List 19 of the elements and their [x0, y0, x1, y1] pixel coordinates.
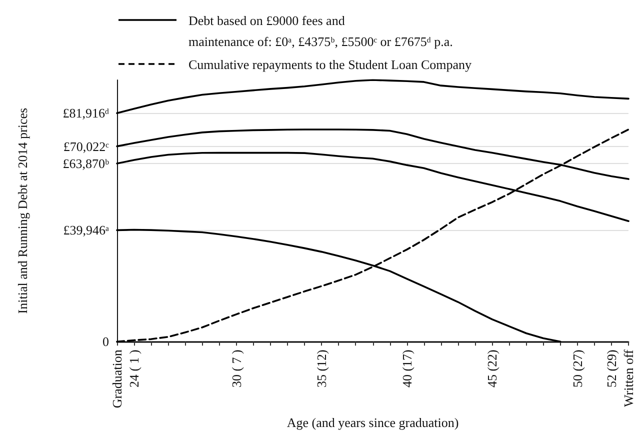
y-tick-label: £63,870ᵇ	[62, 156, 109, 171]
x-tick-label: Written off	[621, 348, 636, 407]
y-tick-label: £70,022ᶜ	[63, 138, 110, 154]
y-tick-label: 0	[102, 334, 109, 350]
x-tick-label: 35 (12)	[314, 350, 330, 388]
line-series	[116, 79, 630, 114]
x-axis-title: Age (and years since graduation)	[286, 415, 459, 430]
x-tick-label: 24 ( 1 )	[126, 350, 142, 388]
y-tick-label: £39,946ᵃ	[63, 222, 110, 238]
y-axis-title: Initial and Running Debt at 2014 prices	[15, 108, 30, 314]
x-tick-label: 30 ( 7 )	[228, 350, 244, 388]
x-tick-label: 40 (17)	[399, 350, 414, 388]
legend-label: Cumulative repayments to the Student Loan Company	[188, 57, 472, 72]
x-tick-label: 50 (27)	[570, 350, 585, 388]
x-tick-label: Graduation	[110, 349, 124, 408]
x-tick-label: 45 (22)	[484, 350, 500, 388]
x-tick-label: 52 (29)	[604, 350, 619, 388]
legend-label: Debt based on £9000 fees and maintenance of: £0ᵃ, £4375ᵇ, £5500ᶜ or £7675ᵈ p.a.	[188, 13, 453, 49]
y-tick-label: £81,916ᵈ	[62, 106, 109, 121]
